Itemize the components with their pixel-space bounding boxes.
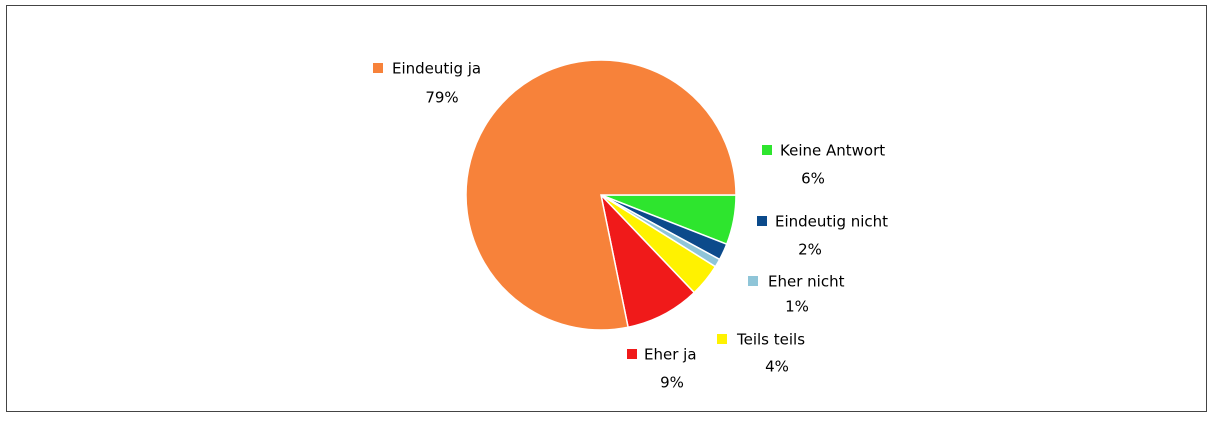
legend-swatch xyxy=(627,349,637,359)
slice-label: Teils teils xyxy=(736,331,805,349)
legend-swatch xyxy=(373,63,383,73)
legend-swatch xyxy=(757,216,767,226)
slice-value: 2% xyxy=(798,241,822,259)
slice-value: 1% xyxy=(785,298,809,316)
frame xyxy=(6,5,1207,412)
slice-label: Eher ja xyxy=(644,346,697,364)
legend-swatch xyxy=(748,276,758,286)
slice-value: 79% xyxy=(425,89,458,107)
slice-value: 6% xyxy=(801,170,825,188)
slice-value: 4% xyxy=(765,358,789,376)
slice-value: 9% xyxy=(660,374,684,392)
slice-label: Eindeutig nicht xyxy=(775,213,888,231)
legend-swatch xyxy=(762,145,772,155)
pie-slice xyxy=(465,59,737,331)
slice-label: Keine Antwort xyxy=(780,142,885,160)
slice-label: Eher nicht xyxy=(768,273,845,291)
slice-label: Eindeutig ja xyxy=(392,60,481,78)
legend-swatch xyxy=(717,334,727,344)
